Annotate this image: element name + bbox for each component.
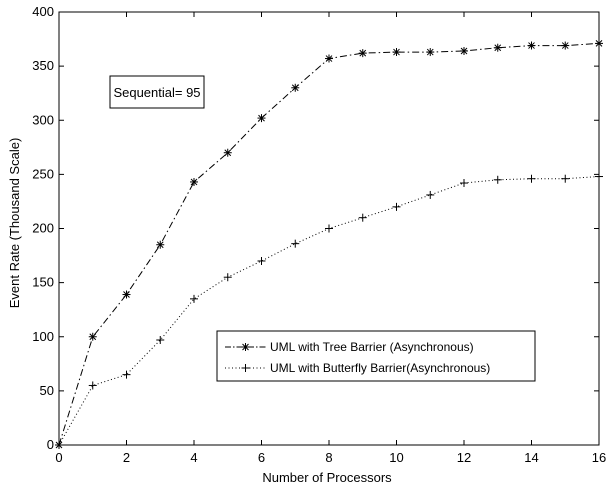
legend-label-tree-barrier: UML with Tree Barrier (Asynchronous) [270, 340, 474, 354]
annotation-box [109, 75, 205, 109]
legend-entry-tree-barrier: UML with Tree Barrier (Asynchronous) [225, 340, 474, 354]
data-point [358, 49, 367, 58]
y-axis-label: Event Rate (Thousand Scale) [7, 138, 22, 309]
y-tick-label: 100 [32, 329, 54, 344]
annotation: Sequential= 95 [109, 75, 205, 109]
data-point [88, 332, 97, 341]
x-tick-label: 8 [325, 450, 332, 465]
data-point [257, 114, 266, 123]
data-point [426, 48, 435, 57]
annotation-text: Sequential= 95 [113, 85, 200, 100]
series-1 [55, 172, 603, 449]
legend-marker [241, 364, 250, 372]
legend-marker [241, 343, 250, 351]
data-point [460, 179, 468, 188]
data-point [358, 213, 367, 222]
data-point [595, 172, 603, 181]
x-tick-label: 0 [55, 450, 62, 465]
data-point [392, 48, 401, 57]
data-point [291, 239, 300, 248]
marker-stroke [258, 114, 265, 122]
marker-stroke [224, 149, 232, 157]
y-tick-label: 150 [32, 275, 54, 290]
data-point [190, 294, 198, 303]
data-point [561, 41, 570, 50]
legend-marker-plus [241, 364, 250, 372]
data-point [595, 39, 603, 48]
x-tick-label: 2 [123, 450, 130, 465]
legend-marker-asterisk [241, 343, 250, 351]
marker-stroke [123, 291, 130, 298]
x-tick-label: 14 [524, 450, 538, 465]
data-point [325, 54, 333, 63]
data-point [426, 190, 435, 199]
legend-label-butterfly-barrier: UML with Butterfly Barrier(Asynchronous) [270, 361, 490, 375]
data-point [325, 224, 333, 233]
x-tick-label: 4 [190, 450, 197, 465]
data-point [493, 175, 502, 184]
x-axis-label: Number of Processors [262, 470, 392, 485]
data-point [223, 273, 232, 282]
data-point [88, 381, 97, 390]
x-tick-label: 10 [389, 450, 403, 465]
data-point [122, 370, 131, 379]
data-point [55, 441, 63, 449]
x-tick-label: 12 [457, 450, 471, 465]
x-tick-label: 16 [592, 450, 606, 465]
data-point [156, 335, 165, 344]
data-point [156, 240, 165, 249]
marker-stroke [595, 40, 603, 47]
data-point [122, 290, 131, 299]
data-point [257, 256, 266, 265]
marker-stroke [528, 42, 535, 49]
y-tick-label: 300 [32, 112, 54, 127]
marker-stroke [89, 333, 97, 341]
marker-stroke [494, 44, 502, 52]
y-tick-label: 0 [47, 437, 54, 452]
marker-stroke [291, 84, 299, 92]
data-point [527, 41, 536, 50]
marker-stroke [561, 42, 569, 49]
data-point [460, 46, 468, 55]
y-tick-label: 200 [32, 221, 54, 236]
marker-stroke [190, 178, 198, 186]
marker-stroke [426, 48, 434, 56]
data-point [392, 202, 401, 211]
x-tick-label: 6 [258, 450, 265, 465]
marker-stroke [460, 47, 468, 55]
y-tick-label: 50 [40, 383, 54, 398]
data-point [561, 174, 570, 183]
marker-stroke [242, 343, 249, 351]
y-tick-label: 400 [32, 4, 54, 19]
marker-stroke [325, 55, 333, 62]
series-layer [55, 39, 603, 449]
marker-stroke [359, 49, 367, 57]
axes: 0 2 4 6 8 10 12 14 16 0 50 100 150 200 250 300 350 400 [32, 4, 606, 465]
y-tick-label: 350 [32, 58, 54, 73]
marker-stroke [156, 241, 164, 249]
y-tick-label: 250 [32, 166, 54, 181]
data-point [527, 174, 536, 183]
data-point [493, 43, 502, 52]
data-point [190, 177, 198, 186]
legend-box [216, 330, 536, 382]
marker-stroke [393, 48, 400, 56]
data-point [291, 83, 300, 92]
data-point [223, 148, 232, 157]
legend: UML with Tree Barrier (Asynchronous) UML… [216, 330, 536, 382]
legend-entry-butterfly-barrier: UML with Butterfly Barrier(Asynchronous) [225, 361, 490, 375]
